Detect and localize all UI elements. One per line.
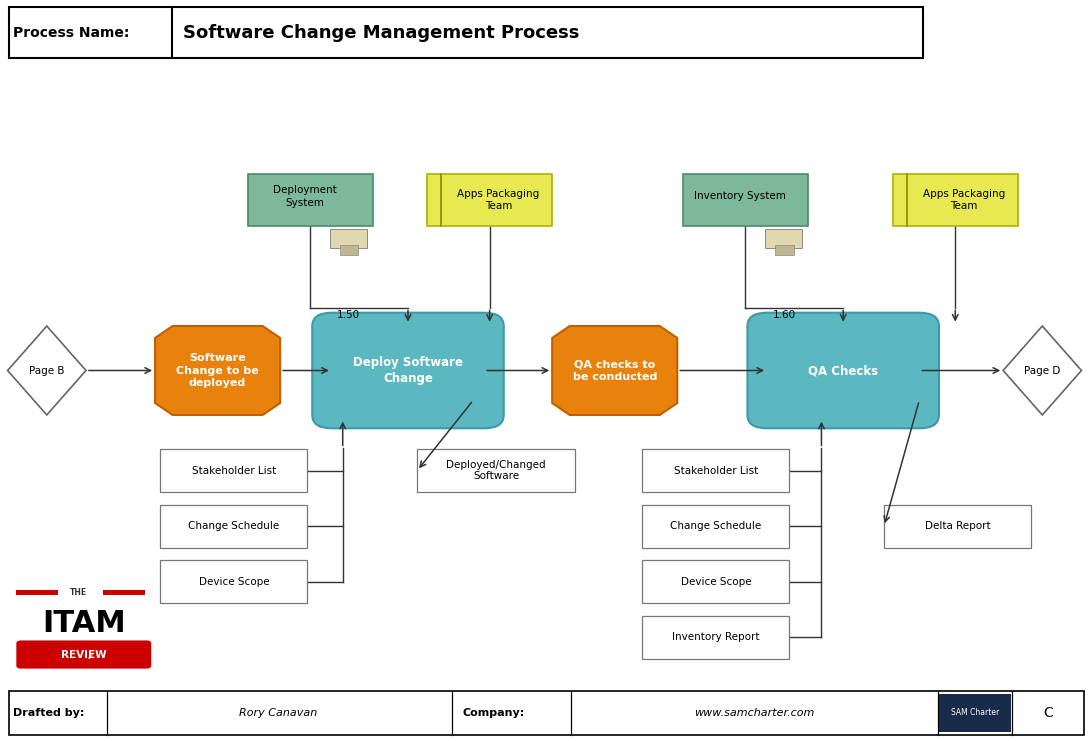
Text: Page B: Page B [29, 365, 64, 376]
Bar [418, 449, 574, 492]
Text: Apps Packaging
Team: Apps Packaging Team [457, 189, 540, 211]
Text: QA checks to
be conducted: QA checks to be conducted [572, 359, 657, 382]
Bar [892, 174, 1018, 226]
Text: Change Schedule: Change Schedule [670, 521, 762, 531]
Text: Apps Packaging
Team: Apps Packaging Team [923, 189, 1005, 211]
Polygon shape [156, 326, 281, 415]
Text: REVIEW: REVIEW [61, 650, 107, 659]
Polygon shape [1003, 326, 1081, 415]
Polygon shape [552, 326, 677, 415]
Text: ✓: ✓ [87, 653, 94, 662]
Bar [883, 505, 1031, 548]
Bar [642, 560, 790, 603]
Text: 1.50: 1.50 [337, 310, 360, 320]
Text: Deployment
System: Deployment System [273, 185, 336, 207]
Text: www.samcharter.com: www.samcharter.com [694, 708, 814, 718]
Bar [161, 505, 307, 548]
Text: Process Name:: Process Name: [13, 26, 129, 39]
Text: Software Change Management Process: Software Change Management Process [183, 24, 579, 41]
Bar [426, 174, 553, 226]
Text: Device Scope: Device Scope [681, 576, 751, 587]
Text: Stakeholder List: Stakeholder List [673, 465, 758, 476]
Bar [642, 616, 790, 659]
Bar [9, 582, 159, 682]
Bar [161, 449, 307, 492]
Text: QA Checks: QA Checks [808, 364, 878, 377]
Bar [9, 691, 1084, 735]
Bar [642, 449, 790, 492]
Text: Inventory Report: Inventory Report [672, 632, 759, 642]
Text: Delta Report: Delta Report [925, 521, 990, 531]
Bar [9, 7, 923, 58]
FancyBboxPatch shape [16, 640, 151, 668]
Bar [939, 694, 1011, 732]
Text: Software
Change to be
deployed: Software Change to be deployed [176, 353, 259, 388]
Text: Deploy Software
Change: Deploy Software Change [353, 356, 463, 385]
FancyBboxPatch shape [766, 229, 803, 248]
FancyBboxPatch shape [312, 313, 504, 428]
Text: Rory Canavan: Rory Canavan [239, 708, 318, 718]
Text: Drafted by:: Drafted by: [13, 708, 85, 718]
Bar [642, 505, 790, 548]
Text: C: C [1043, 706, 1052, 720]
FancyBboxPatch shape [331, 229, 368, 248]
Text: SAM Charter: SAM Charter [951, 708, 999, 717]
Text: Stakeholder List: Stakeholder List [191, 465, 276, 476]
Text: Company:: Company: [462, 708, 524, 718]
Bar [103, 591, 145, 596]
FancyBboxPatch shape [747, 313, 939, 428]
Text: THE: THE [70, 588, 87, 597]
Text: Device Scope: Device Scope [199, 576, 269, 587]
FancyBboxPatch shape [775, 245, 794, 255]
Text: Deployed/Changed
Software: Deployed/Changed Software [446, 459, 546, 482]
Bar [247, 174, 372, 226]
Bar [161, 560, 307, 603]
Bar [683, 174, 807, 226]
FancyBboxPatch shape [339, 245, 358, 255]
Text: Change Schedule: Change Schedule [188, 521, 280, 531]
Bar [16, 591, 58, 596]
Text: Page D: Page D [1024, 365, 1061, 376]
Text: 1.60: 1.60 [772, 310, 795, 320]
Polygon shape [8, 326, 86, 415]
Text: ITAM: ITAM [42, 609, 125, 638]
Text: Inventory System: Inventory System [694, 191, 786, 202]
